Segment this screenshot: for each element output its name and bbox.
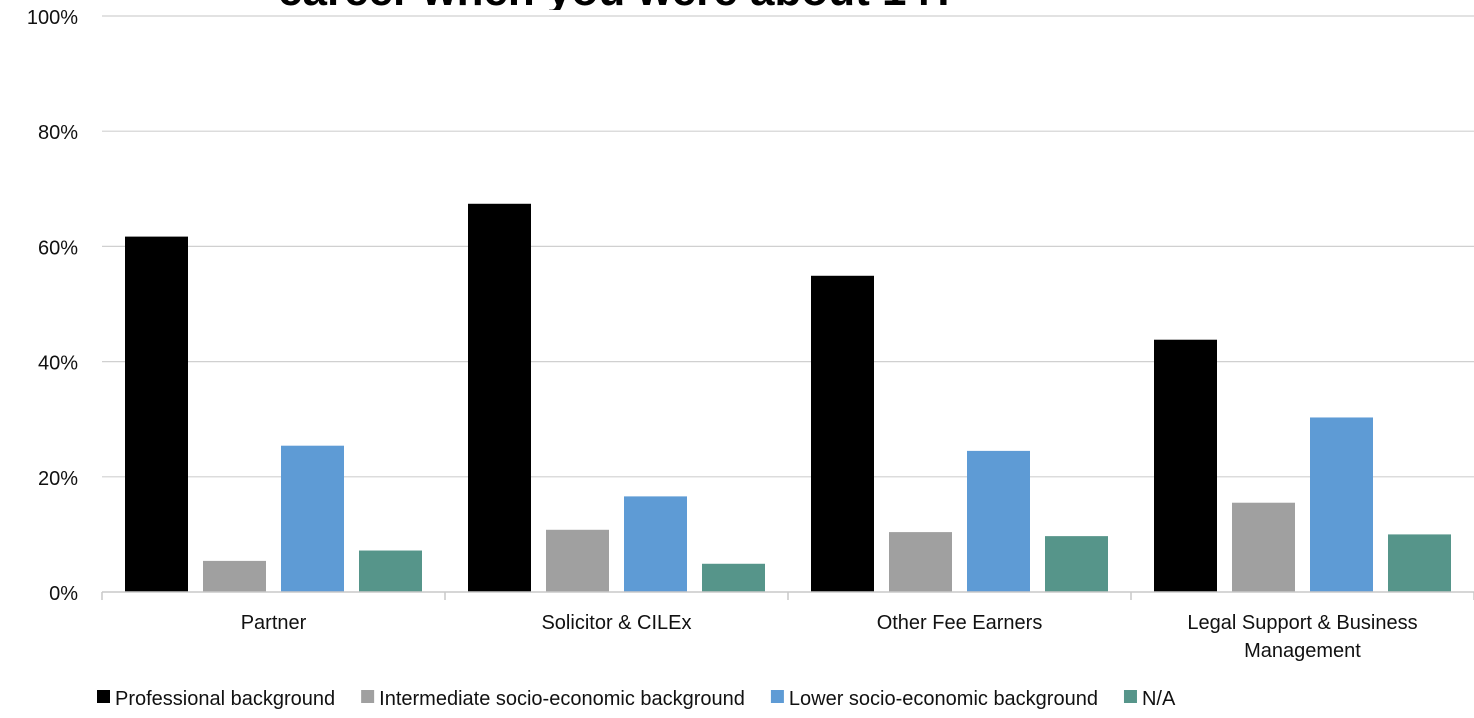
bar <box>967 451 1030 592</box>
bar <box>281 446 344 592</box>
x-tick-label: Solicitor & CILEx <box>541 612 691 634</box>
legend-swatch <box>1124 690 1137 703</box>
bar <box>624 496 687 592</box>
bar <box>811 276 874 592</box>
bar <box>468 204 531 592</box>
y-tick-label: 0% <box>49 583 78 605</box>
legend: Professional background Intermediate soci… <box>97 688 1176 710</box>
bars <box>125 204 1451 592</box>
legend-item: N/A <box>1124 688 1176 710</box>
y-tick-label: 80% <box>38 122 78 144</box>
bar <box>1388 534 1451 592</box>
bar <box>125 237 188 592</box>
legend-swatch <box>361 690 374 703</box>
legend-swatch <box>97 690 110 703</box>
bar <box>203 561 266 592</box>
legend-item: Professional background <box>97 688 335 710</box>
y-axis-tick-labels: 0% 20% 40% 60% 80% 100% <box>27 7 78 605</box>
gridlines <box>102 16 1474 477</box>
bar <box>359 551 422 592</box>
bar <box>1045 536 1108 592</box>
x-axis <box>102 592 1474 600</box>
y-tick-label: 60% <box>38 237 78 259</box>
x-tick-label: Other Fee Earners <box>877 612 1043 634</box>
y-tick-label: 40% <box>38 353 78 375</box>
bar <box>702 564 765 592</box>
legend-label: Professional background <box>115 688 335 710</box>
x-tick-label: Legal Support & Business Management <box>1187 612 1417 662</box>
bar <box>546 530 609 592</box>
bar <box>1232 503 1295 592</box>
bar <box>1310 417 1373 592</box>
legend-label: N/A <box>1142 688 1176 710</box>
bar <box>889 532 952 592</box>
legend-label: Lower socio-economic background <box>789 688 1098 710</box>
y-tick-label: 20% <box>38 468 78 490</box>
legend-item: Lower socio-economic background <box>771 688 1098 710</box>
y-tick-label: 100% <box>27 7 78 29</box>
x-tick-label: Partner <box>241 612 307 634</box>
legend-label: Intermediate socio-economic background <box>379 688 745 710</box>
bar <box>1154 340 1217 592</box>
x-axis-category-labels: Partner Solicitor & CILEx Other Fee Earner… <box>241 612 1418 662</box>
legend-swatch <box>771 690 784 703</box>
legend-item: Intermediate socio-economic background <box>361 688 745 710</box>
